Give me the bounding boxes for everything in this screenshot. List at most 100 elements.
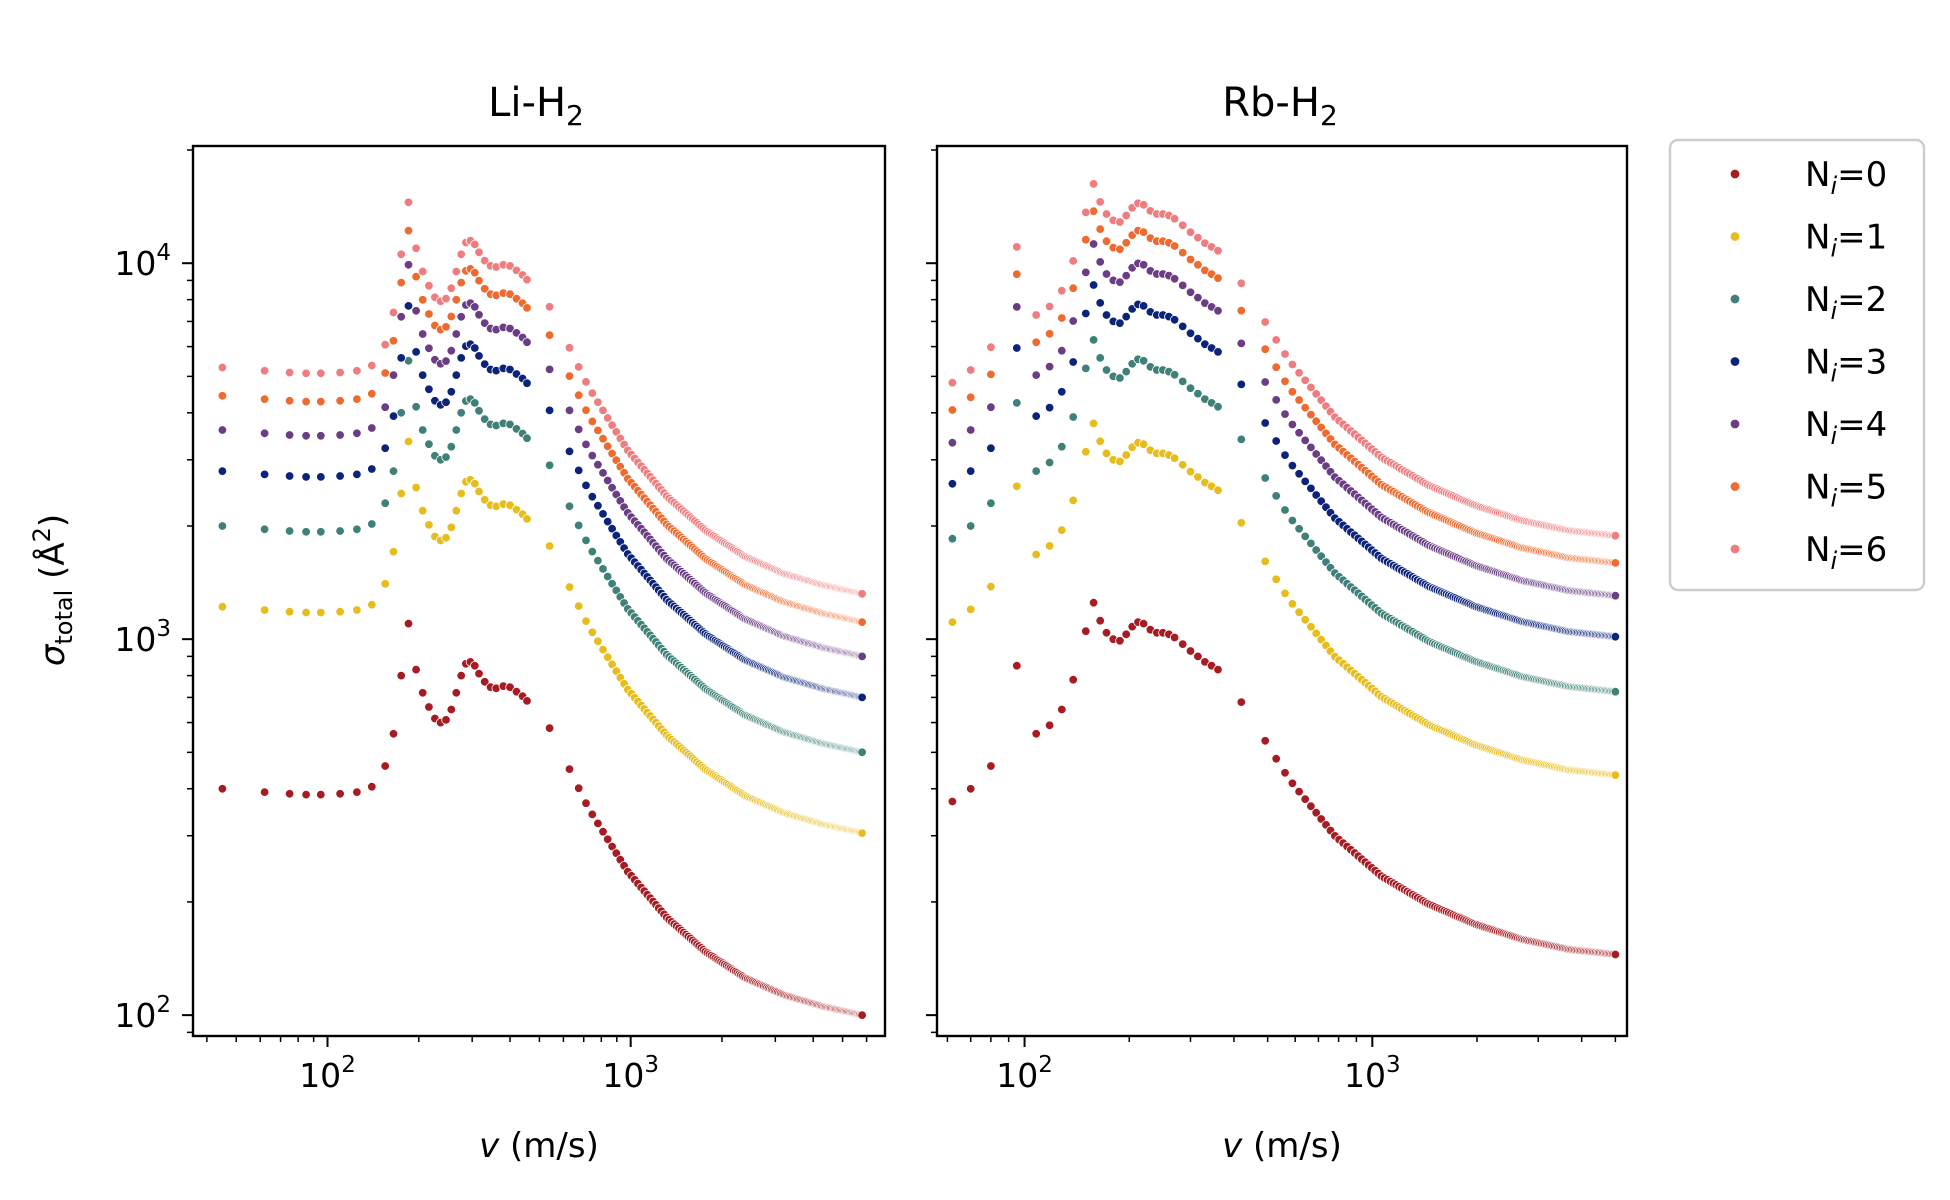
data-point [1185, 254, 1196, 265]
data-point [505, 261, 515, 271]
data-point [396, 277, 406, 288]
data-point [1138, 618, 1149, 629]
data-point [607, 483, 617, 493]
data-point [1044, 457, 1055, 468]
data-point [966, 466, 976, 476]
data-point [947, 796, 958, 807]
y-ticks-li-h2: 102 103 104 [114, 149, 193, 1035]
data-point [335, 607, 345, 617]
data-point [1101, 310, 1112, 320]
data-point [1271, 395, 1281, 405]
data-point [284, 396, 295, 406]
data-point [396, 353, 406, 363]
series-n1 [217, 436, 867, 838]
data-point [1169, 453, 1180, 463]
data-point [1138, 200, 1149, 210]
data-point [403, 301, 414, 311]
data-point [1294, 428, 1304, 438]
data-point [1236, 338, 1247, 349]
data-point [1177, 321, 1188, 332]
data-point [1138, 260, 1149, 270]
data-point [388, 547, 399, 557]
data-point [474, 668, 484, 679]
data-point [388, 466, 399, 476]
data-point [1300, 402, 1310, 413]
data-point [581, 439, 591, 450]
data-point [1306, 801, 1316, 811]
x-ticks-rb-h2: 102 103 [946, 1036, 1617, 1095]
data-point [1044, 541, 1055, 551]
data-point [574, 520, 584, 531]
data-point [480, 318, 490, 328]
data-point [1280, 450, 1290, 460]
data-point [574, 424, 584, 435]
data-point [522, 696, 532, 706]
data-point [259, 469, 270, 480]
y-tick-label: 102 [114, 992, 171, 1035]
data-point [1095, 197, 1105, 207]
data-point [1300, 476, 1310, 487]
data-point [1213, 664, 1223, 675]
data-point [1012, 242, 1022, 252]
data-point [574, 465, 584, 476]
legend-label: Ni=2 [1805, 280, 1887, 325]
data-point [581, 377, 591, 387]
data-point [352, 469, 362, 480]
data-point [857, 747, 867, 758]
data-point [1057, 442, 1067, 452]
data-point [1311, 808, 1321, 818]
data-point [380, 340, 390, 350]
data-point [1031, 370, 1041, 380]
data-point [1287, 515, 1298, 526]
data-point [474, 275, 484, 286]
data-point [857, 828, 867, 838]
data-point [574, 362, 584, 372]
data-point [986, 581, 996, 592]
data-point [456, 312, 466, 322]
data-point [352, 428, 362, 439]
data-point [1185, 383, 1196, 393]
data-point [607, 448, 617, 459]
data-point [411, 347, 421, 357]
data-point [1260, 344, 1270, 354]
data-point [1271, 335, 1281, 345]
data-point [480, 495, 490, 505]
data-point [1193, 333, 1203, 344]
data-point [284, 789, 295, 799]
data-point [396, 488, 406, 499]
data-point [1177, 280, 1188, 291]
data-point [446, 283, 457, 293]
data-point [1169, 241, 1180, 251]
data-point [451, 688, 462, 698]
data-point [1294, 524, 1304, 534]
data-point [1095, 224, 1105, 234]
data-point [1213, 306, 1223, 316]
data-point [1236, 697, 1247, 707]
data-point [1095, 353, 1105, 363]
data-point [1294, 395, 1304, 405]
data-point [1121, 311, 1131, 322]
data-point [301, 527, 311, 537]
data-point [301, 431, 311, 441]
legend-label: Ni=1 [1805, 218, 1887, 263]
panel-title-rb-h2: Rb-H2 [1222, 80, 1338, 132]
data-point [603, 475, 613, 486]
data-point [1271, 436, 1281, 446]
data-point [418, 329, 428, 339]
data-point [857, 651, 867, 662]
data-point [367, 389, 377, 399]
data-point [1177, 247, 1188, 258]
data-point [1031, 466, 1041, 476]
data-point [441, 397, 451, 407]
data-point [335, 789, 345, 799]
data-point [587, 416, 598, 427]
data-point [418, 425, 428, 435]
data-point [411, 402, 421, 412]
data-point [1121, 270, 1131, 281]
data-point [966, 521, 976, 531]
data-point [1101, 365, 1112, 375]
data-point [1095, 257, 1105, 267]
data-point [574, 783, 584, 793]
data-point [217, 362, 228, 373]
data-point [403, 436, 414, 447]
